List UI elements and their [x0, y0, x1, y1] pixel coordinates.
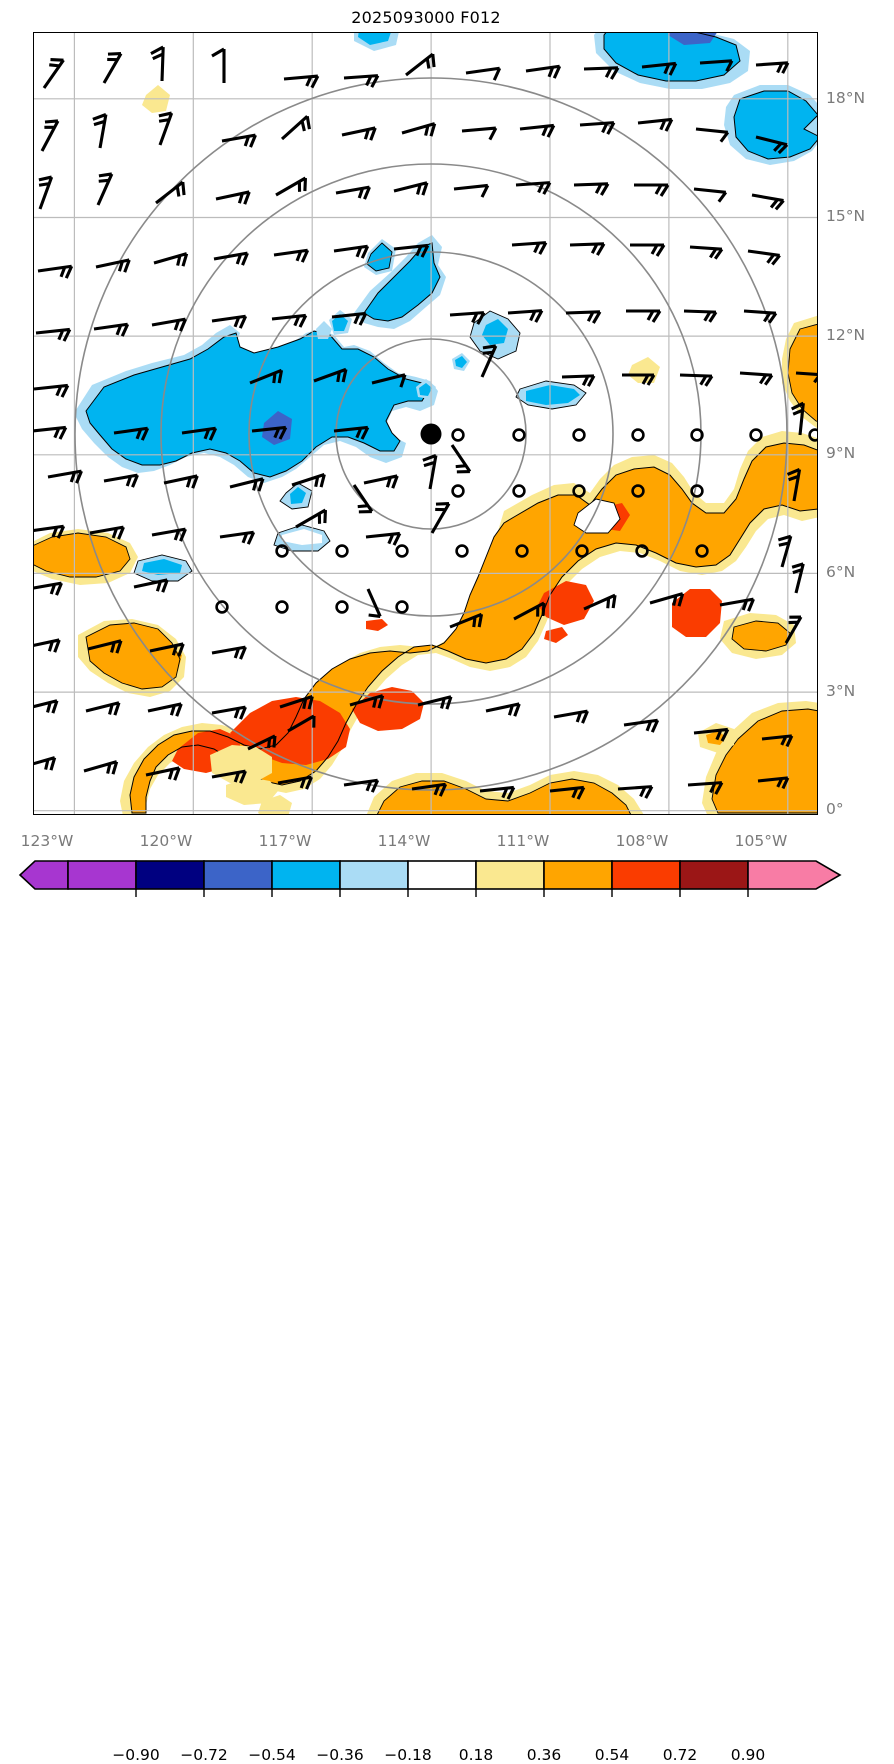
shaded-region-positive-southeast	[702, 701, 817, 814]
lon-tick-120w: 120°W	[139, 832, 193, 850]
colorbar-tick-label-3: −0.36	[316, 1746, 364, 1764]
shaded-region-negative-small-blobs	[133, 235, 587, 582]
lon-tick-117w: 117°W	[258, 832, 312, 850]
shaded-region-negative-northeast	[594, 33, 817, 165]
lon-tick-111w: 111°W	[496, 832, 550, 850]
shaded-region-negative-top-edge	[354, 33, 399, 51]
colorbar-canvas	[18, 860, 842, 897]
colorbar-tick-label-5: 0.18	[458, 1746, 494, 1764]
lat-tick-9n: 9°N	[826, 444, 856, 462]
lat-tick-12n: 12°N	[826, 326, 866, 344]
lon-tick-114w: 114°W	[377, 832, 431, 850]
map-plot-area[interactable]	[33, 32, 818, 815]
lat-tick-3n: 3°N	[826, 682, 856, 700]
lon-tick-108w: 108°W	[615, 832, 669, 850]
colorbar: −0.90 −0.72 −0.54 −0.36 −0.18 0.18 0.36 …	[0, 855, 894, 1764]
colorbar-ticks	[135, 889, 749, 897]
page-title: 2025093000 F012	[351, 8, 501, 27]
colorbar-tick-label-2: −0.54	[248, 1746, 296, 1764]
shaded-region-positive-small-blobs	[34, 85, 796, 814]
colorbar-segments	[18, 860, 842, 890]
colorbar-tick-label-0: −0.90	[112, 1746, 160, 1764]
colorbar-tick-label-7: 0.54	[594, 1746, 630, 1764]
shaded-region-negative-west	[74, 325, 438, 483]
colorbar-tick-label-9: 0.90	[730, 1746, 766, 1764]
storm-range-rings	[74, 77, 788, 791]
lon-tick-123w: 123°W	[20, 832, 74, 850]
wind-barb-field	[34, 45, 817, 800]
map-canvas	[34, 33, 817, 814]
colorbar-tick-label-1: −0.72	[180, 1746, 228, 1764]
figure-root: 2025093000 F012	[0, 8, 894, 1764]
lat-tick-6n: 6°N	[826, 563, 856, 581]
lat-tick-15n: 15°N	[826, 207, 866, 225]
lon-tick-105w: 105°W	[734, 832, 788, 850]
storm-center-marker[interactable]	[420, 423, 442, 445]
colorbar-tick-label-6: 0.36	[526, 1746, 562, 1764]
colorbar-tick-label-8: 0.72	[662, 1746, 698, 1764]
lat-tick-0: 0°	[826, 800, 844, 818]
colorbar-tick-label-4: −0.18	[384, 1746, 432, 1764]
lat-tick-18n: 18°N	[826, 89, 866, 107]
calm-wind-markers	[215, 428, 817, 614]
